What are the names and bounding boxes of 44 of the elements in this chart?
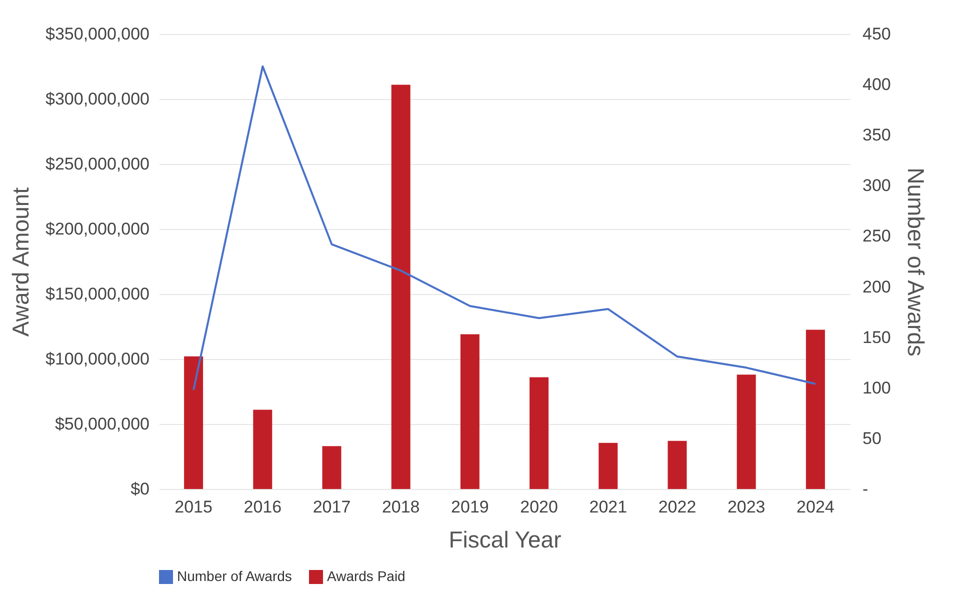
- bar: [322, 446, 342, 489]
- x-tick-label: 2017: [312, 498, 351, 516]
- legend-label: Awards Paid: [327, 568, 406, 584]
- y-tick-label: $200,000,000: [46, 220, 150, 238]
- x-tick-label: 2023: [727, 498, 766, 516]
- line-series: [192, 65, 816, 391]
- y2-tick-label: 400: [862, 75, 891, 94]
- y2-tick-label: 250: [862, 226, 891, 246]
- y-tick-label: $50,000,000: [54, 414, 150, 434]
- x-tick-label: 2016: [244, 498, 282, 516]
- bar: [806, 330, 825, 489]
- x-tick-label: 2024: [796, 498, 834, 516]
- y2-tick-label: 100: [862, 378, 891, 398]
- y2-tick-label: 350: [862, 126, 891, 145]
- y-tick-label: $100,000,000: [46, 350, 150, 368]
- x-tick-label: 2020: [520, 498, 558, 516]
- bar: [253, 410, 272, 489]
- legend-label: Number of Awards: [177, 568, 292, 584]
- y2-tick-label: 450: [862, 24, 891, 44]
- y-tick-label: $350,000,000: [46, 24, 150, 44]
- y-tick-label: $250,000,000: [46, 154, 150, 174]
- bar: [460, 334, 480, 489]
- x-tick-label: 2021: [589, 498, 628, 516]
- bar: [668, 440, 687, 489]
- bar: [391, 84, 410, 489]
- bar: [184, 356, 204, 489]
- y2-tick-label: 300: [862, 176, 891, 196]
- y2-tick-label: 50: [862, 428, 882, 448]
- y-tick-label: $150,000,000: [46, 284, 150, 304]
- y-axis-title: Award Amount: [8, 186, 34, 337]
- bar: [736, 374, 756, 489]
- x-tick-label: 2015: [174, 498, 212, 516]
- y2-tick-label: -: [862, 480, 868, 498]
- y2-tick-label: 200: [862, 277, 891, 296]
- x-tick-label: 2022: [658, 498, 696, 516]
- y2-tick-label: 150: [862, 328, 891, 347]
- y2-axis-title: Number of Awards: [902, 168, 929, 356]
- bar: [598, 442, 618, 489]
- x-tick-label: 2019: [451, 498, 489, 516]
- x-axis-title: Fiscal Year: [448, 526, 562, 552]
- bar: [530, 377, 549, 489]
- y-tick-label: $0: [130, 480, 150, 498]
- y-tick-label: $300,000,000: [46, 90, 150, 108]
- x-tick-label: 2018: [382, 498, 420, 516]
